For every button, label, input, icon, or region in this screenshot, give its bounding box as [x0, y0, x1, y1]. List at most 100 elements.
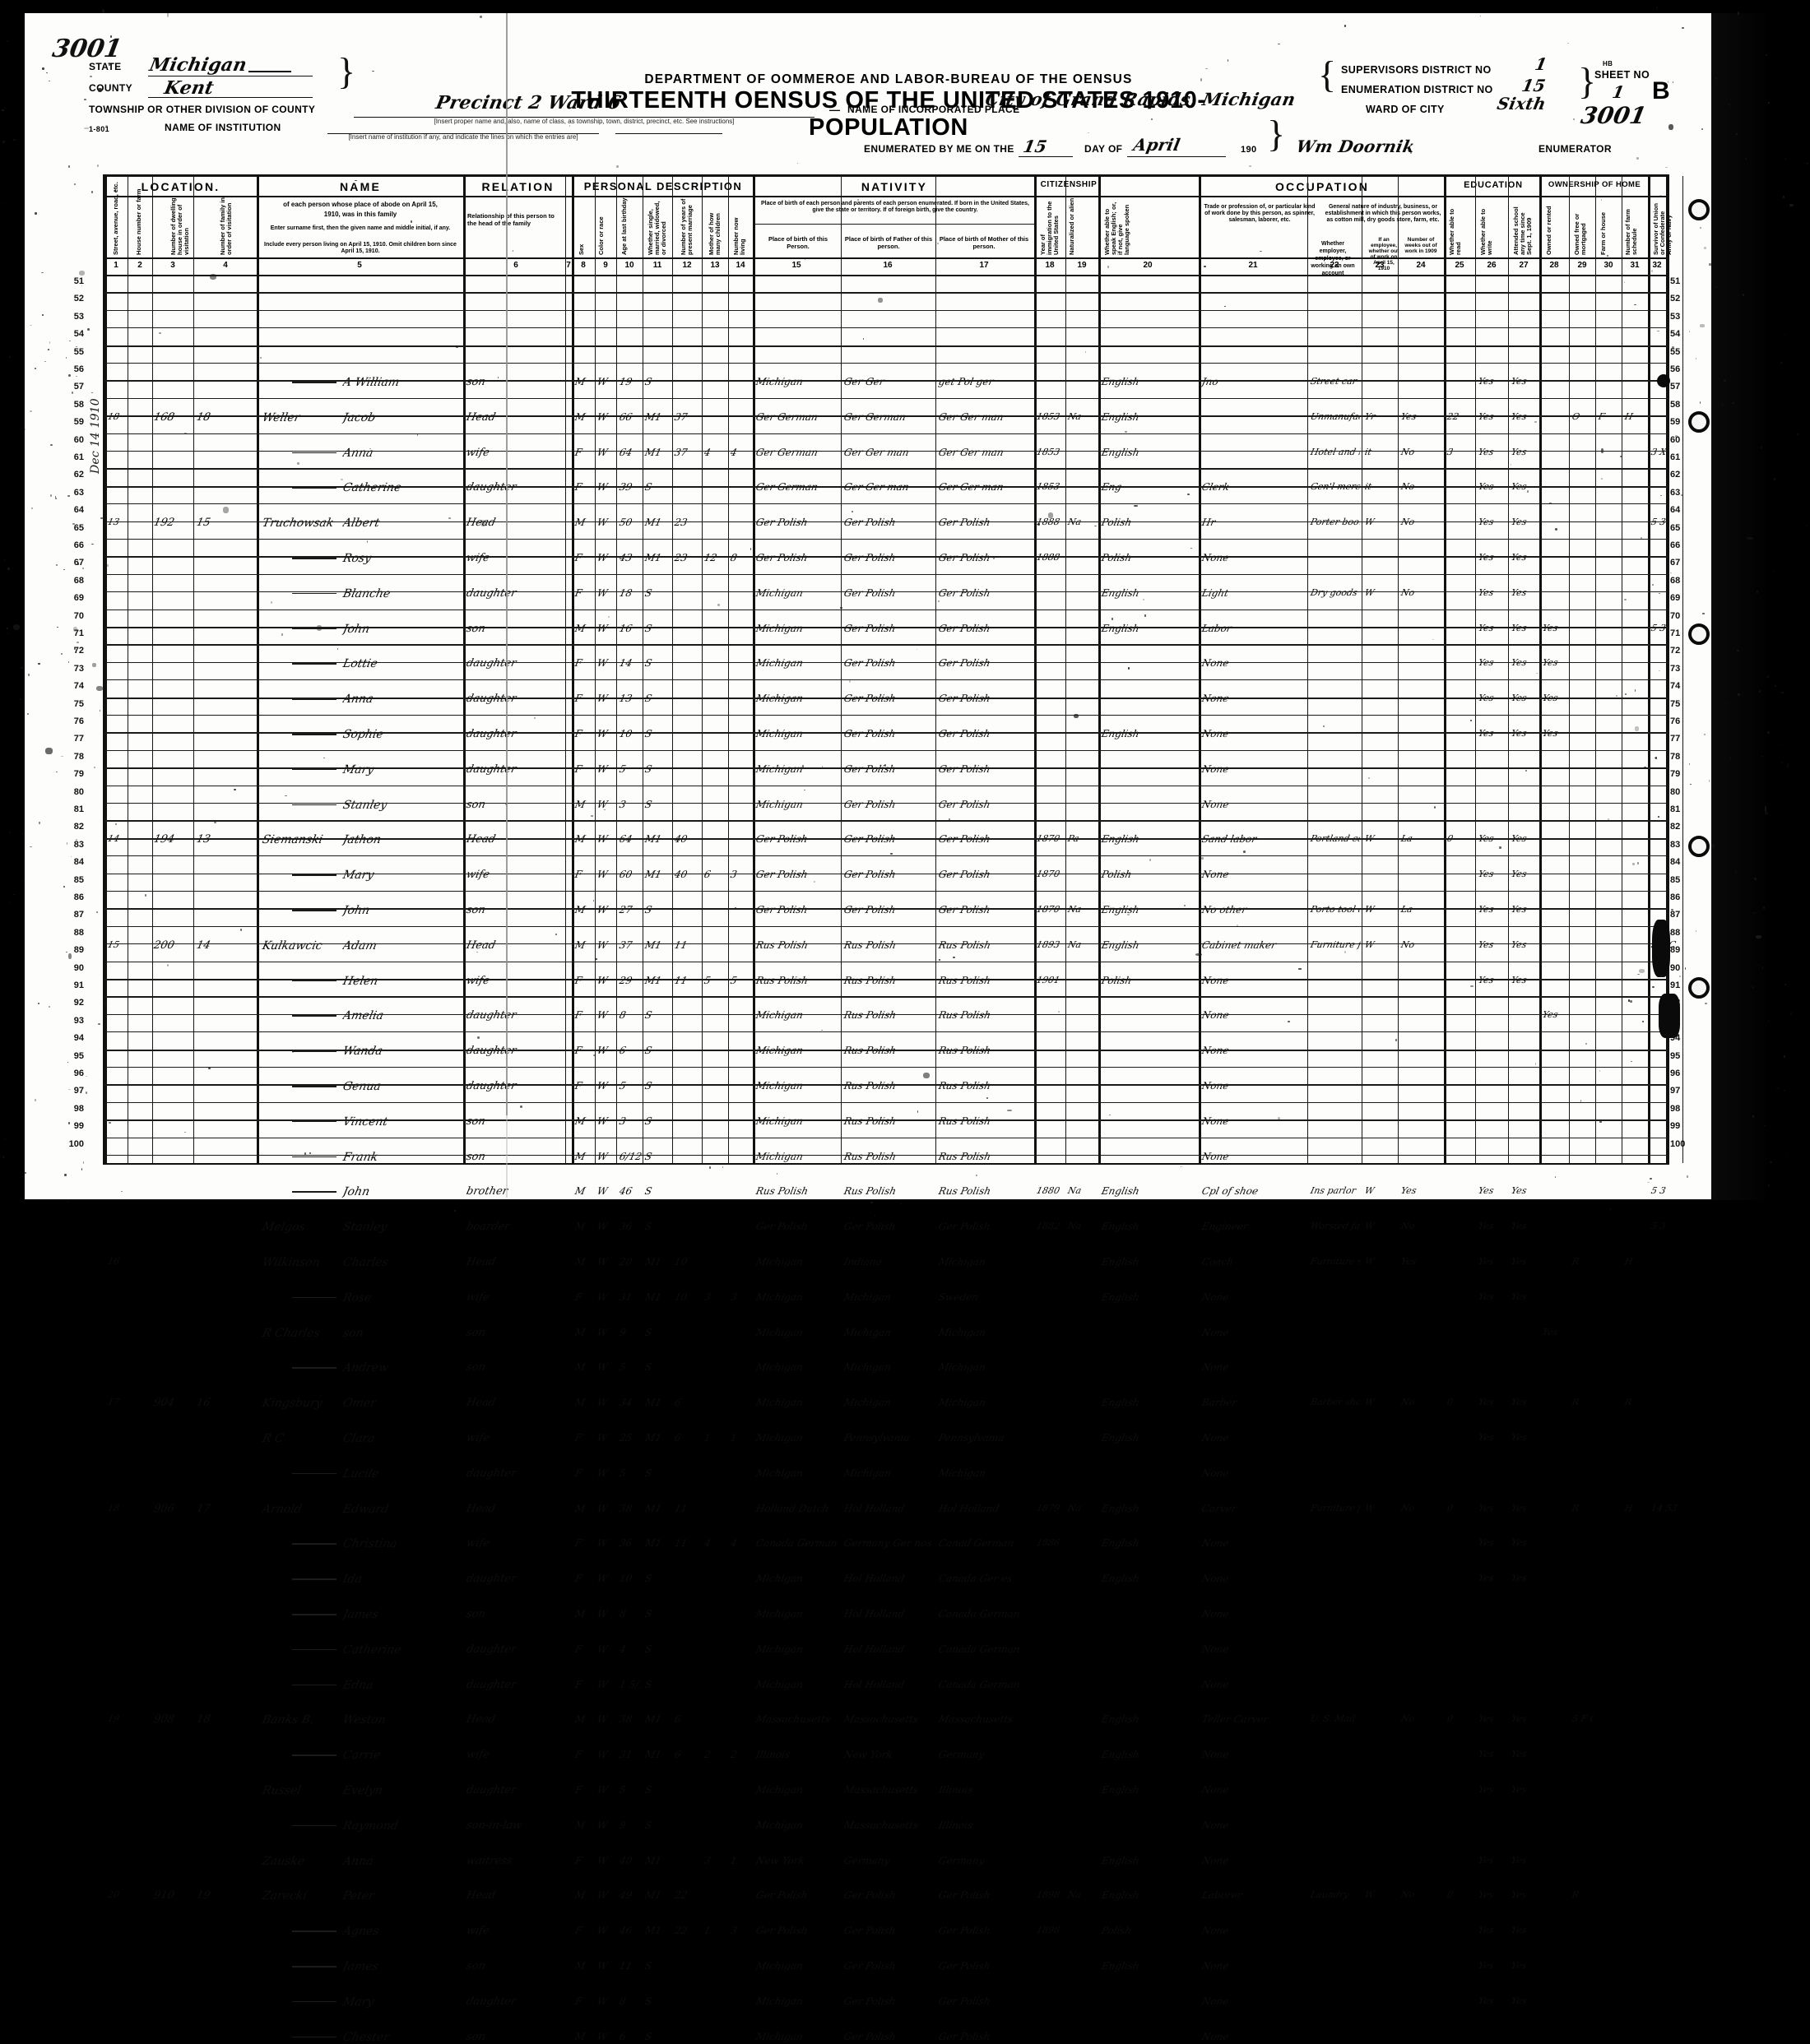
cell-fbirth[interactable]: Michigan [843, 1291, 935, 1303]
cell-oow[interactable]: No [1400, 1713, 1444, 1724]
cell-street[interactable]: 18 [107, 1503, 129, 1513]
cell-given[interactable]: Charles [341, 1256, 462, 1269]
cell-race[interactable]: W [596, 1256, 616, 1268]
cell-eng[interactable]: English [1101, 1256, 1198, 1268]
cell-birth[interactable]: Michigan [755, 1467, 841, 1479]
cell-ch[interactable]: 2 [703, 1749, 728, 1760]
cell-ind[interactable]: Barber shop [1310, 1397, 1362, 1407]
cell-birth[interactable]: Massachusetts [755, 1713, 841, 1725]
cell-relation[interactable]: daughter [465, 1467, 564, 1480]
cell-birth[interactable]: Michigan [755, 1608, 841, 1620]
cell-given[interactable]: Stanley [341, 1221, 462, 1234]
cell-race[interactable]: W [596, 1537, 616, 1549]
cell-occ[interactable]: None [1201, 1855, 1307, 1866]
cell-race[interactable]: W [596, 1819, 616, 1831]
cell-ym[interactable]: 22 [674, 1889, 702, 1901]
cell-race[interactable]: W [596, 1643, 616, 1655]
cell-race[interactable]: W [596, 1679, 616, 1690]
cell-oow[interactable]: No [1400, 1889, 1444, 1900]
cell-relation[interactable]: brother [465, 1185, 564, 1198]
cell-sex[interactable]: M [574, 1327, 595, 1338]
cell-birth[interactable]: Michigan [755, 1643, 841, 1655]
cell-occ[interactable]: None [1201, 1679, 1307, 1690]
cell-sex[interactable]: M [574, 1361, 595, 1373]
cell-age[interactable]: 9 [619, 1327, 643, 1338]
cell-eng[interactable]: English [1101, 1185, 1198, 1197]
cell-school[interactable]: Yes [1542, 1327, 1569, 1337]
cell-sex[interactable]: M [574, 1608, 595, 1620]
cell-marital[interactable]: M1 [644, 1397, 672, 1408]
cell-fbirth[interactable]: Massachusetts [843, 1819, 935, 1831]
cell-dwelling[interactable]: 910 [152, 1889, 193, 1902]
cell-marital[interactable]: S [644, 1185, 672, 1197]
cell-given[interactable]: Raymond [341, 1819, 462, 1833]
cell-write[interactable]: Yes [1511, 1713, 1539, 1724]
cell-fbirth[interactable]: Massachusetts [843, 1713, 935, 1725]
cell-fbirth[interactable]: Indiana [843, 1256, 935, 1268]
cell-mbirth[interactable]: Ger Polish [938, 1889, 1033, 1901]
cell-eng[interactable]: English [1101, 1537, 1198, 1549]
cell-ym[interactable]: 10 [674, 1256, 702, 1268]
cell-age[interactable]: 5 [619, 1361, 643, 1373]
cell-eng[interactable]: English [1101, 1291, 1198, 1303]
cell-ch[interactable]: 3 [703, 1855, 728, 1866]
cell-ind[interactable]: Furniture shop [1310, 1256, 1362, 1267]
table-row[interactable] [104, 1119, 1668, 1137]
cell-oow[interactable]: No [1400, 1397, 1444, 1407]
cell-mbirth[interactable]: Michigan [938, 1256, 1033, 1268]
cell-relation[interactable]: Head [465, 1889, 564, 1902]
cell-dwelling[interactable]: 908 [152, 1713, 193, 1726]
cell-street[interactable]: 17 [107, 1397, 129, 1407]
cell-own[interactable]: R [1571, 1503, 1595, 1513]
cell-given[interactable]: James [341, 1960, 462, 1973]
cell-ind[interactable]: Ins parlor [1310, 1185, 1362, 1196]
cell-occ[interactable]: None [1201, 1995, 1307, 2007]
cell-write[interactable]: Yes [1511, 1855, 1539, 1866]
cell-read[interactable]: Yes [1478, 1397, 1508, 1407]
cell-ch[interactable]: 3 [703, 1291, 728, 1303]
cell-relation[interactable]: Head [465, 1397, 564, 1409]
cell-occ[interactable]: None [1201, 1573, 1307, 1584]
cell-eng[interactable]: English [1101, 1503, 1198, 1514]
cell-age[interactable]: 11 [619, 1960, 643, 1972]
cell-occ[interactable]: None [1201, 1361, 1307, 1373]
cell-race[interactable]: W [596, 1397, 616, 1408]
cell-marital[interactable]: S [644, 1573, 672, 1584]
cell-race[interactable]: W [596, 1361, 616, 1373]
cell-marital[interactable]: S [644, 2031, 672, 2042]
cell-race[interactable]: W [596, 1608, 616, 1620]
cell-age[interactable]: 46 [619, 1185, 643, 1197]
cell-relation[interactable]: daughter [465, 1784, 564, 1796]
cell-mbirth[interactable]: Ger Polish [938, 2031, 1033, 2042]
cell-age[interactable]: 8 [619, 1995, 643, 2007]
cell-race[interactable]: W [596, 1432, 616, 1444]
cell-sex[interactable]: M [574, 1960, 595, 1972]
cell-birth[interactable]: Ger Polish [755, 1925, 841, 1936]
cell-fh[interactable]: R [1624, 1397, 1648, 1407]
cell-marital[interactable]: M1 [644, 1749, 672, 1760]
cell-eng[interactable]: English [1101, 1397, 1198, 1408]
cell-sex[interactable]: F [574, 1749, 595, 1760]
cell-fbirth[interactable]: Michigan [843, 1361, 935, 1373]
cell-fh[interactable]: H [1624, 1256, 1648, 1267]
cell-nat[interactable]: Na [1067, 1889, 1098, 1900]
cell-race[interactable]: W [596, 1573, 616, 1584]
cell-marital[interactable]: S [644, 1221, 672, 1232]
cell-occ[interactable]: Barber [1201, 1397, 1307, 1408]
cell-relation[interactable]: wife [465, 1537, 564, 1550]
cell-mbirth[interactable]: Rus Polish [938, 1185, 1033, 1197]
cell-read[interactable]: Yes [1478, 1960, 1508, 1971]
cell-emp[interactable]: W [1364, 1185, 1398, 1196]
cell-marital[interactable]: S [644, 1643, 672, 1655]
cell-wks[interactable]: 0 [1446, 1713, 1475, 1724]
cell-write[interactable]: Yes [1511, 1537, 1539, 1548]
cell-race[interactable]: W [596, 1995, 616, 2007]
cell-read[interactable]: Yes [1478, 1713, 1508, 1724]
cell-chl[interactable]: 3 [730, 1291, 753, 1303]
cell-age[interactable]: 6 [619, 2031, 643, 2042]
